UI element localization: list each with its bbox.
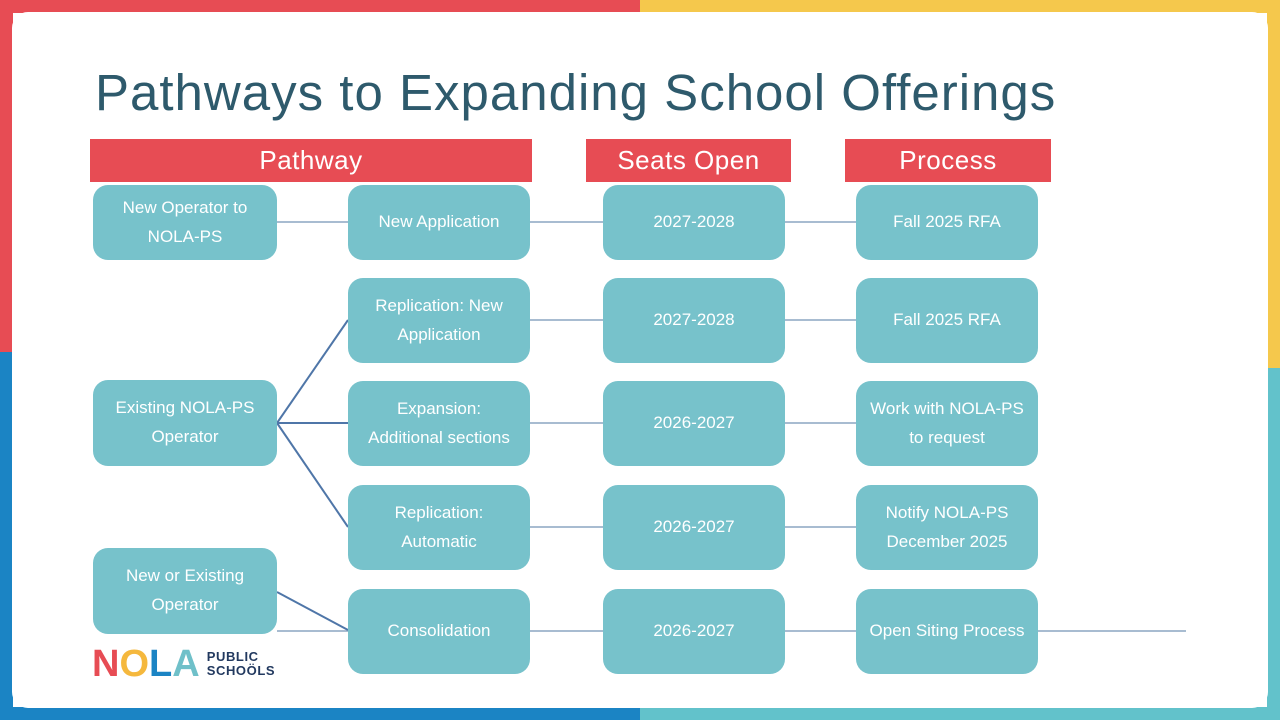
nola-logo: NOLA PUBLIC SCHOÖLS	[92, 645, 275, 683]
box-existing-operator: Existing NOLA-PS Operator	[93, 380, 277, 466]
frame-top-left-red	[0, 0, 640, 13]
connector-branch	[276, 319, 349, 424]
nola-logo-wordmark: NOLA	[92, 645, 200, 683]
column-header-seats-open-label: Seats Open	[617, 145, 760, 175]
box-process-row3: Work with NOLA-PS to request	[856, 381, 1038, 466]
column-header-seats-open: Seats Open	[586, 139, 791, 182]
box-process-row2: Fall 2025 RFA	[856, 278, 1038, 363]
box-seats-row4: 2026-2027	[603, 485, 785, 570]
logo-schools-line: SCHOÖLS	[206, 663, 276, 678]
logo-letter-n: N	[92, 643, 120, 685]
box-seats-row3: 2026-2027	[603, 381, 785, 466]
box-pathway-expansion: Expansion: Additional sections	[348, 381, 530, 466]
box-new-or-existing-operator: New or Existing Operator	[93, 548, 277, 634]
box-pathway-new-application: New Application	[348, 185, 530, 260]
column-header-pathway-label: Pathway	[259, 145, 363, 175]
box-process-row5: Open Siting Process	[856, 589, 1038, 674]
slide-title: Pathways to Expanding School Offerings	[95, 64, 1057, 121]
frame-left-top-red	[0, 0, 13, 352]
frame-right-top-yellow	[1267, 0, 1280, 368]
box-pathway-replication-automatic: Replication: Automatic	[348, 485, 530, 570]
connector-branch	[276, 422, 349, 528]
connector-branch	[276, 591, 349, 631]
frame-left-bottom-blue	[0, 352, 13, 720]
box-process-row1: Fall 2025 RFA	[856, 185, 1038, 260]
frame-bottom-left-blue	[0, 707, 640, 720]
box-pathway-replication-new: Replication: New Application	[348, 278, 530, 363]
frame-top-right-yellow	[640, 0, 1280, 13]
frame-bottom-right-teal	[640, 707, 1280, 720]
box-pathway-consolidation: Consolidation	[348, 589, 530, 674]
frame-right-bottom-teal	[1267, 368, 1280, 720]
nola-logo-subtext: PUBLIC SCHOÖLS	[206, 648, 276, 678]
box-seats-row2: 2027-2028	[603, 278, 785, 363]
column-header-pathway: Pathway	[90, 139, 532, 182]
logo-letter-a: A	[172, 643, 200, 685]
box-process-row4: Notify NOLA-PS December 2025	[856, 485, 1038, 570]
column-header-process: Process	[845, 139, 1051, 182]
column-header-process-label: Process	[899, 145, 997, 175]
logo-letter-l: L	[149, 643, 173, 685]
box-seats-row1: 2027-2028	[603, 185, 785, 260]
logo-public-line: PUBLIC	[206, 648, 259, 664]
logo-letter-o: O	[119, 643, 150, 685]
box-seats-row5: 2026-2027	[603, 589, 785, 674]
box-new-operator: New Operator to NOLA-PS	[93, 185, 277, 260]
